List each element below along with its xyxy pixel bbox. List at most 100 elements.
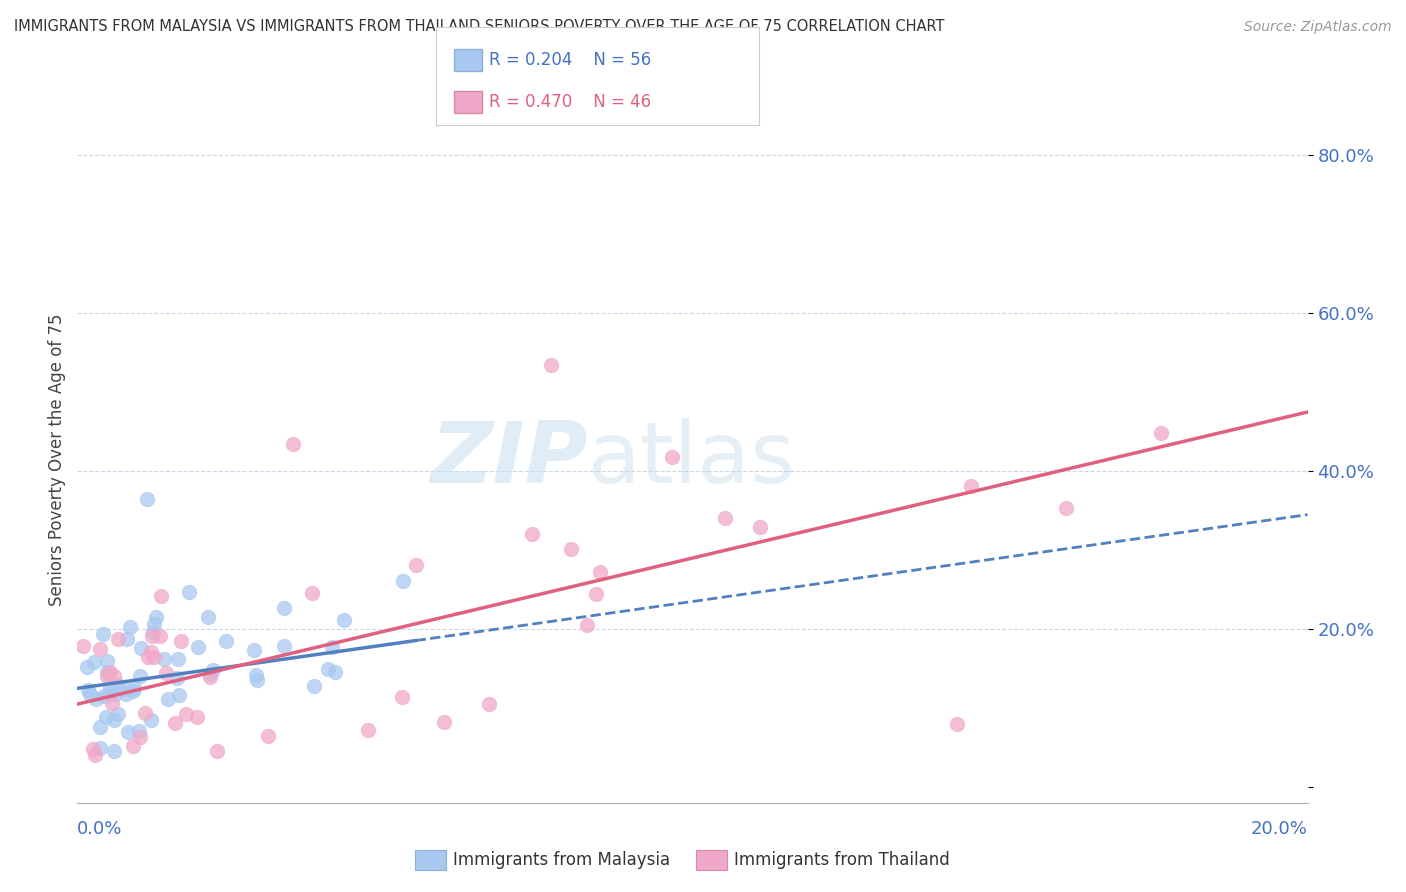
Point xyxy=(316,662,339,676)
Point xyxy=(215,634,238,648)
Point xyxy=(585,587,607,601)
Point xyxy=(166,671,188,685)
Text: Immigrants from Thailand: Immigrants from Thailand xyxy=(734,851,949,869)
Point xyxy=(323,665,346,680)
Text: Immigrants from Malaysia: Immigrants from Malaysia xyxy=(453,851,669,869)
Point xyxy=(89,720,111,734)
Point xyxy=(357,723,380,738)
Point xyxy=(333,613,356,627)
Point xyxy=(79,686,101,700)
Point xyxy=(115,688,138,702)
Point xyxy=(117,725,139,739)
Text: R = 0.204    N = 56: R = 0.204 N = 56 xyxy=(489,51,651,69)
Point xyxy=(145,610,167,624)
Point xyxy=(177,585,200,599)
Point xyxy=(122,739,145,753)
Text: 20.0%: 20.0% xyxy=(1251,820,1308,838)
Point xyxy=(139,645,162,659)
Text: R = 0.470    N = 46: R = 0.470 N = 46 xyxy=(489,93,651,111)
Point xyxy=(167,652,190,666)
Point xyxy=(107,632,129,646)
Point xyxy=(960,479,983,493)
Point xyxy=(575,617,598,632)
Point xyxy=(128,723,150,738)
Point xyxy=(89,741,111,756)
Point xyxy=(98,665,121,679)
Point xyxy=(142,617,165,632)
Point xyxy=(273,639,295,653)
Point xyxy=(84,748,107,763)
Point xyxy=(273,601,295,615)
Point xyxy=(946,716,969,731)
Point xyxy=(107,678,129,692)
Point xyxy=(198,667,221,681)
Point xyxy=(205,744,228,758)
Point xyxy=(118,619,141,633)
Point xyxy=(76,660,98,674)
Point xyxy=(1150,425,1173,440)
Point xyxy=(478,698,501,712)
Point xyxy=(142,624,165,639)
Point xyxy=(392,574,415,589)
Point xyxy=(93,689,115,703)
Point xyxy=(141,629,163,643)
Text: IMMIGRANTS FROM MALAYSIA VS IMMIGRANTS FROM THAILAND SENIORS POVERTY OVER THE AG: IMMIGRANTS FROM MALAYSIA VS IMMIGRANTS F… xyxy=(14,20,945,34)
Point xyxy=(149,589,172,603)
Point xyxy=(169,688,191,702)
Point xyxy=(589,566,612,580)
Point xyxy=(96,665,118,680)
Point xyxy=(163,715,186,730)
Point xyxy=(129,668,152,682)
Point xyxy=(174,707,197,722)
Point xyxy=(187,640,209,655)
Point xyxy=(96,654,118,668)
Point xyxy=(129,640,152,655)
Point xyxy=(540,358,562,372)
Point xyxy=(91,626,114,640)
Point xyxy=(83,655,105,669)
Point xyxy=(112,681,135,696)
Point xyxy=(433,715,456,730)
Point xyxy=(104,687,127,701)
Point xyxy=(202,663,225,677)
Point xyxy=(96,669,118,683)
Point xyxy=(98,688,121,702)
Point xyxy=(82,741,104,756)
Point xyxy=(121,683,143,698)
Point xyxy=(103,714,125,728)
Point xyxy=(103,744,125,758)
Point xyxy=(301,586,323,600)
Point xyxy=(115,632,138,646)
Point xyxy=(405,558,427,573)
Point xyxy=(156,692,179,706)
Point xyxy=(141,713,163,727)
Point xyxy=(560,542,582,557)
Point xyxy=(321,640,343,654)
Point xyxy=(135,491,157,506)
Point xyxy=(246,673,269,687)
Point xyxy=(748,519,770,533)
Text: ZIP: ZIP xyxy=(430,417,588,501)
Point xyxy=(101,696,124,710)
Point xyxy=(72,639,94,653)
Text: 0.0%: 0.0% xyxy=(77,820,122,838)
Point xyxy=(134,706,156,720)
Point xyxy=(155,666,177,681)
Point xyxy=(1054,500,1077,515)
Point xyxy=(107,707,129,722)
Point xyxy=(197,609,219,624)
Point xyxy=(143,650,166,665)
Text: atlas: atlas xyxy=(588,417,796,501)
Point xyxy=(714,510,737,524)
Point xyxy=(84,692,107,706)
Point xyxy=(198,670,221,684)
Point xyxy=(138,650,160,665)
Point xyxy=(129,730,152,744)
Point xyxy=(169,633,191,648)
Y-axis label: Seniors Poverty Over the Age of 75: Seniors Poverty Over the Age of 75 xyxy=(48,313,66,606)
Point xyxy=(149,629,172,643)
Point xyxy=(89,642,111,657)
Text: Source: ZipAtlas.com: Source: ZipAtlas.com xyxy=(1244,21,1392,34)
Point xyxy=(304,679,326,693)
Point xyxy=(122,681,145,695)
